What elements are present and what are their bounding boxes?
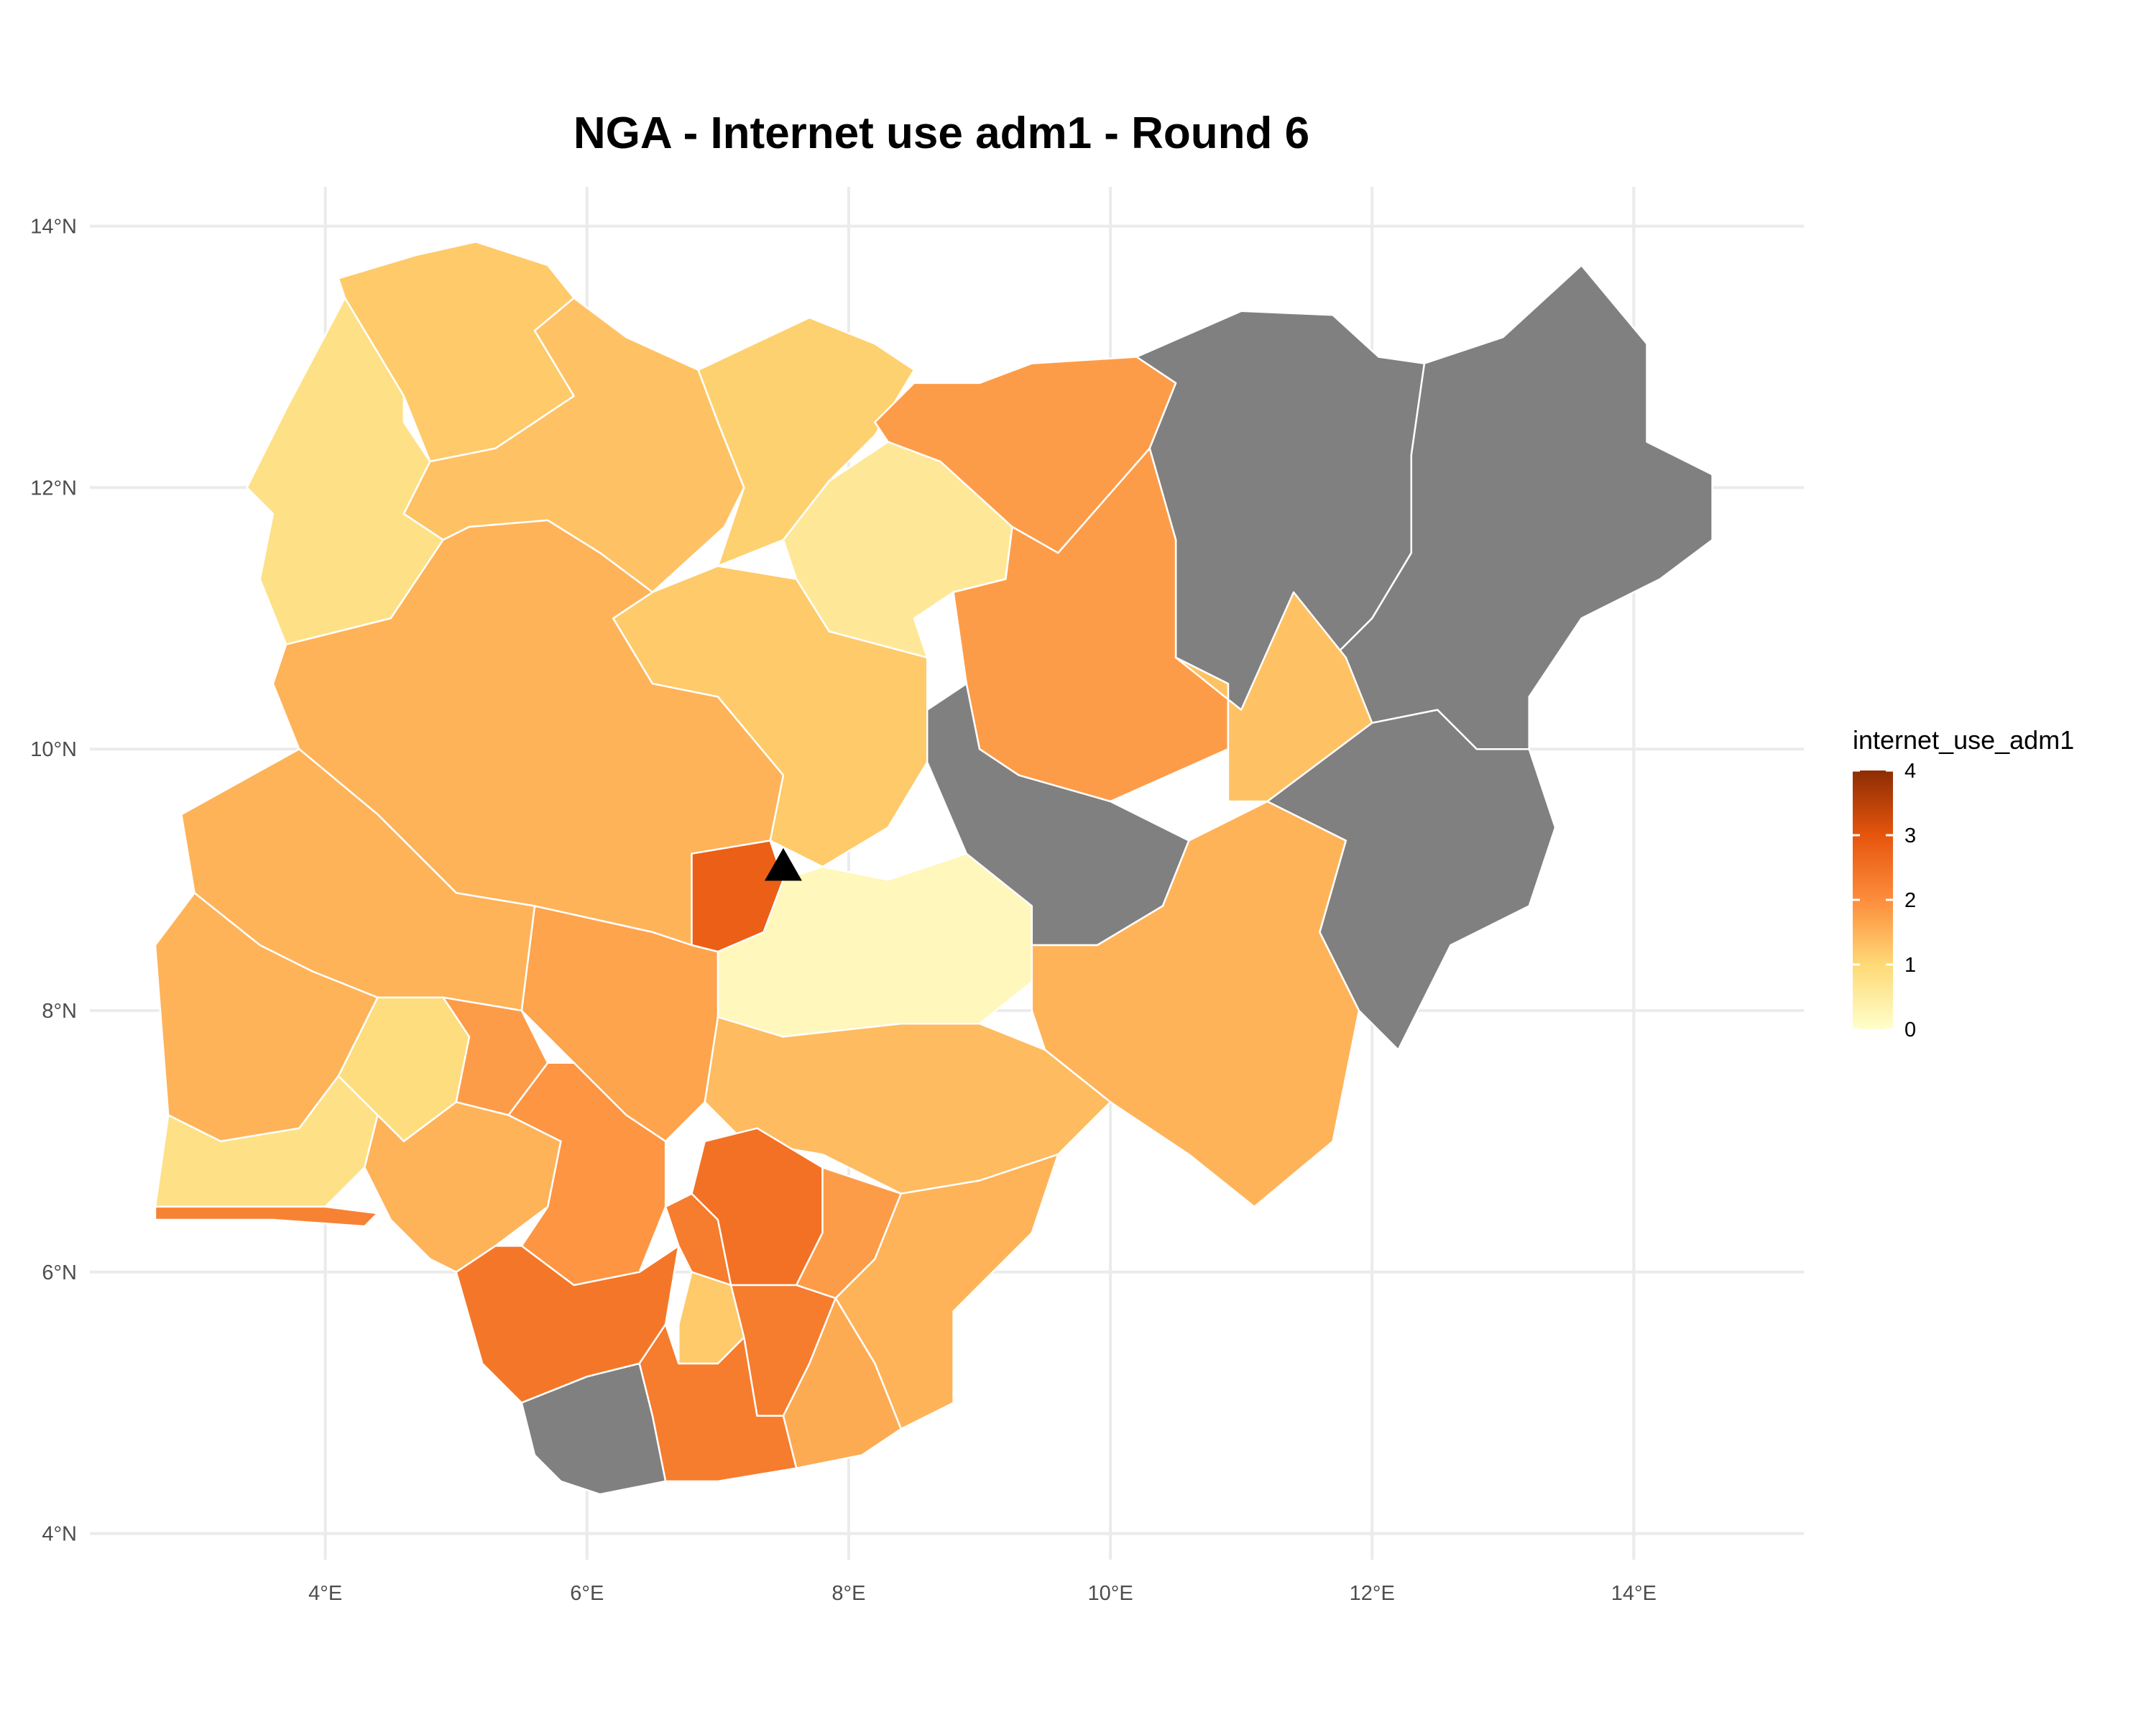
region-anambra: [664, 1192, 732, 1287]
region-abia: [729, 1284, 837, 1417]
region-osun: [337, 996, 471, 1143]
x-tick-label: 14°E: [1611, 1582, 1657, 1605]
region-kano: [782, 441, 1013, 659]
region-yobe: [1135, 310, 1426, 711]
region-fct: [691, 840, 785, 953]
region-bayelsa: [520, 1362, 667, 1496]
x-tick-label: 12°E: [1350, 1582, 1395, 1605]
legend-colorbar: [1853, 770, 1893, 1029]
region-bauchi: [952, 447, 1230, 803]
region-delta: [455, 1245, 680, 1404]
state-regions: [154, 241, 1713, 1496]
triangle-marker: [764, 847, 802, 881]
region-jigawa: [874, 356, 1177, 554]
legend-tick-label: 3: [1904, 824, 1916, 847]
region-kwara: [180, 748, 536, 1012]
region-katsina: [697, 316, 916, 567]
y-tick-label: 8°N: [42, 1000, 77, 1023]
region-lagos: [154, 1205, 379, 1228]
capital-marker: [764, 847, 802, 881]
region-sokoto: [337, 241, 575, 463]
region-zamfara: [402, 297, 745, 594]
region-niger: [272, 519, 785, 947]
y-tick-label: 10°N: [30, 738, 77, 761]
region-oyo: [154, 892, 379, 1143]
y-tick-label: 12°N: [30, 477, 77, 500]
region-ekiti: [442, 996, 549, 1116]
region-ogun: [154, 1075, 379, 1208]
region-edo: [507, 1062, 667, 1287]
color-legend: internet_use_adm1 0 1 2 3 4: [1853, 725, 2074, 1041]
region-benue: [704, 1016, 1112, 1195]
region-taraba: [1031, 800, 1360, 1208]
region-nasarawa: [717, 852, 1046, 1038]
legend-title: internet_use_adm1: [1853, 725, 2074, 755]
legend-tick-label: 0: [1904, 1018, 1916, 1041]
y-tick-label: 6°N: [42, 1261, 77, 1284]
region-borno: [1319, 264, 1713, 750]
x-tick-label: 10°E: [1087, 1582, 1133, 1605]
region-kogi: [520, 905, 719, 1143]
region-adamawa: [1266, 709, 1557, 1051]
legend-tick-label: 1: [1904, 954, 1916, 977]
region-rivers: [638, 1323, 798, 1483]
region-akwa-ibom: [782, 1297, 903, 1469]
region-kaduna: [612, 565, 929, 868]
region-kebbi: [246, 297, 444, 645]
region-imo: [678, 1271, 745, 1365]
grid-lines: [90, 187, 1804, 1560]
x-tick-label: 8°E: [831, 1582, 865, 1605]
axis-labels: 4°E 6°E 8°E 10°E 12°E 14°E 4°N 6°N 8°N 10°N 12°N 14…: [30, 216, 1657, 1605]
region-plateau: [926, 682, 1190, 947]
region-cross-river: [834, 1153, 1059, 1430]
region-ondo: [364, 1101, 562, 1274]
y-tick-label: 14°N: [30, 216, 77, 239]
region-enugu: [691, 1127, 824, 1287]
map-title: NGA - Internet use adm1 - Round 6: [573, 109, 1310, 158]
legend-tick-label: 4: [1904, 760, 1916, 783]
y-tick-label: 4°N: [42, 1523, 77, 1546]
region-gombe: [1174, 591, 1373, 803]
x-tick-label: 6°E: [570, 1582, 604, 1605]
legend-tick-label: 2: [1904, 889, 1916, 912]
x-tick-label: 4°E: [308, 1582, 342, 1605]
region-ebonyi: [795, 1167, 903, 1300]
legend-ticks: 0 1 2 3 4: [1853, 760, 1916, 1041]
